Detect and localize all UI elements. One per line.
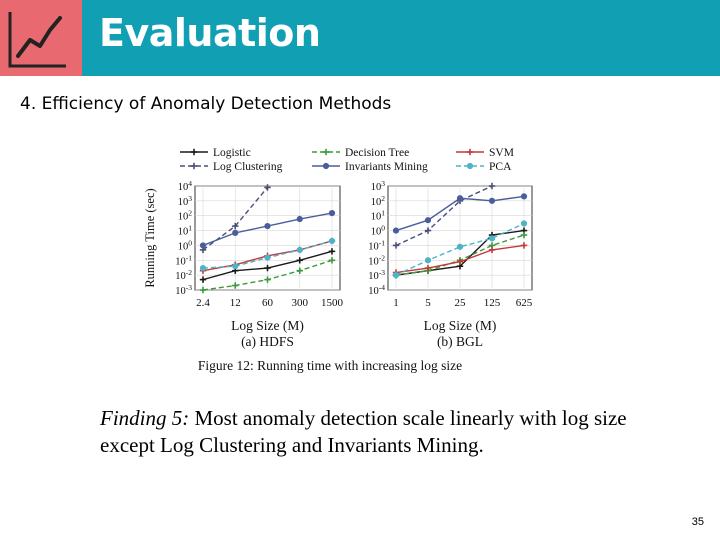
hdfs-xlabel: Log Size (M) <box>231 318 304 333</box>
finding-text: Finding 5: Most anomaly detection scale … <box>100 405 660 459</box>
hdfs-series-logistic-point <box>264 264 271 272</box>
hdfs-series-logistic-point <box>328 248 336 255</box>
header-icon-box <box>0 0 82 76</box>
bgl-xtick-label: 1 <box>393 297 399 309</box>
hdfs-subplot-label: (a) HDFS <box>241 334 294 349</box>
bgl-series-pca-point <box>520 220 528 227</box>
bgl-series-svm-point <box>456 258 464 265</box>
hdfs-series-pca-point <box>264 254 271 261</box>
bgl-series-invariants-mining-point <box>456 195 464 202</box>
hdfs-xtick-label: 12 <box>230 297 241 309</box>
bgl-ytick-label: 103 <box>371 179 386 193</box>
hdfs-series-decision-tree-point <box>328 257 336 264</box>
bgl-series-invariants-mining-point <box>424 217 432 224</box>
hdfs-series-pca-point <box>232 263 239 270</box>
hdfs-ylabel: Running Time (sec) <box>143 188 157 287</box>
legend-decision-tree-label: Decision Tree <box>345 147 409 159</box>
bgl-ytick-label: 10-4 <box>368 283 385 297</box>
hdfs-series-decision-tree-point <box>296 267 303 274</box>
figure-caption: Figure 12: Running time with increasing … <box>198 358 462 373</box>
slide-subtitle: 4. Efficiency of Anomaly Detection Metho… <box>20 94 392 114</box>
bgl-series-svm-point <box>520 242 528 249</box>
legend-log-clustering-label: Log Clustering <box>213 161 283 173</box>
bgl-series-pca-line <box>395 222 525 276</box>
hdfs-series-decision-tree-point <box>264 276 271 283</box>
legend-log-clustering-marker <box>190 162 198 170</box>
hdfs-xtick-label: 2.4 <box>196 297 210 309</box>
legend-logistic-label: Logistic <box>213 147 251 159</box>
bgl-xtick-label: 625 <box>516 297 533 309</box>
hdfs-ytick-label: 10-1 <box>175 253 192 267</box>
hdfs-ytick-label: 10-2 <box>175 268 192 282</box>
hdfs-xtick-label: 60 <box>262 297 274 309</box>
hdfs-xtick-label: 300 <box>292 297 309 309</box>
hdfs-series-decision-tree-point <box>199 286 207 294</box>
legend-logistic-marker <box>190 148 198 156</box>
bgl-series-svm-point <box>424 264 432 272</box>
bgl-series-svm-point <box>488 246 496 254</box>
hdfs-ytick-label: 101 <box>178 224 193 238</box>
legend-pca-label: PCA <box>489 161 512 173</box>
finding-body: Most anomaly detection scale linearly wi… <box>100 406 627 457</box>
page-number: 35 <box>691 516 704 528</box>
bgl-series-pca-point <box>392 272 400 279</box>
bgl-series-pca-point <box>456 243 464 250</box>
bgl-xtick-label: 125 <box>484 297 501 309</box>
bgl-series-log-clustering-point <box>392 242 400 249</box>
hdfs-xtick-label: 1500 <box>321 297 344 309</box>
bgl-series-log-clustering-point <box>424 227 432 234</box>
finding-lead: Finding 5: <box>100 406 190 430</box>
hdfs-series-invariants-mining-point <box>296 215 303 223</box>
bgl-series-invariants-mining-point <box>392 227 400 234</box>
bgl-series-invariants-mining-point <box>520 193 528 200</box>
bgl-series-invariants-mining-point <box>488 197 496 204</box>
bgl-ytick-label: 10-1 <box>368 238 385 252</box>
hdfs-series-pca-point <box>296 246 303 254</box>
hdfs-ytick-label: 102 <box>178 209 193 223</box>
legend-pca-marker <box>466 162 474 170</box>
hdfs-series-invariants-mining-point <box>199 242 207 249</box>
hdfs-ytick-label: 103 <box>178 194 193 208</box>
legend-invariants-mining-label: Invariants Mining <box>345 161 428 173</box>
header-title-box: Evaluation <box>82 0 720 76</box>
hdfs-series-decision-tree-point <box>232 282 239 289</box>
bgl-xtick-label: 25 <box>455 297 467 309</box>
hdfs-series-log-clustering-point <box>232 222 239 230</box>
bgl-ytick-label: 102 <box>371 194 386 208</box>
hdfs-series-logistic-point <box>296 257 303 264</box>
bgl-series-pca-point <box>424 257 432 264</box>
hdfs-series-log-clustering-point <box>264 184 271 191</box>
legend-decision-tree-marker <box>322 148 330 156</box>
bgl-series-log-clustering-line <box>395 185 493 247</box>
slide-title: Evaluation <box>99 11 321 55</box>
bgl-xtick-label: 5 <box>425 297 431 309</box>
legend-svm-marker <box>466 148 474 156</box>
bgl-series-decision-tree-point <box>520 231 528 239</box>
bgl-ytick-label: 10-2 <box>368 253 385 267</box>
bgl-series-pca-point <box>488 235 496 242</box>
slide-header: Evaluation <box>0 0 720 76</box>
hdfs-series-invariants-mining-point <box>232 229 239 236</box>
bgl-subplot-label: (b) BGL <box>437 334 483 349</box>
hdfs-ytick-label: 104 <box>178 179 193 193</box>
hdfs-ytick-label: 10-3 <box>175 283 192 297</box>
bgl-xlabel: Log Size (M) <box>424 318 497 333</box>
line-chart-icon <box>8 12 66 68</box>
figure-svg: Logistic Decision Tree SVM Log Clustering In… <box>143 147 533 373</box>
bgl-ytick-label: 101 <box>371 209 386 223</box>
hdfs-series-invariants-mining-point <box>264 222 271 230</box>
hdfs-series-invariants-mining-point <box>328 209 336 217</box>
legend-svm-label: SVM <box>489 147 514 159</box>
hdfs-series-pca-point <box>328 237 336 245</box>
hdfs-ytick-label: 100 <box>178 238 193 252</box>
bgl-ytick-label: 10-3 <box>368 268 385 282</box>
hdfs-series-logistic-point <box>199 276 207 283</box>
hdfs-series-pca-point <box>199 264 207 272</box>
bgl-ytick-label: 100 <box>371 224 386 238</box>
legend-invariants-mining-marker <box>322 162 330 170</box>
bgl-series-log-clustering-point <box>488 182 496 190</box>
figure: Logistic Decision Tree SVM Log Clustering In… <box>140 140 560 380</box>
